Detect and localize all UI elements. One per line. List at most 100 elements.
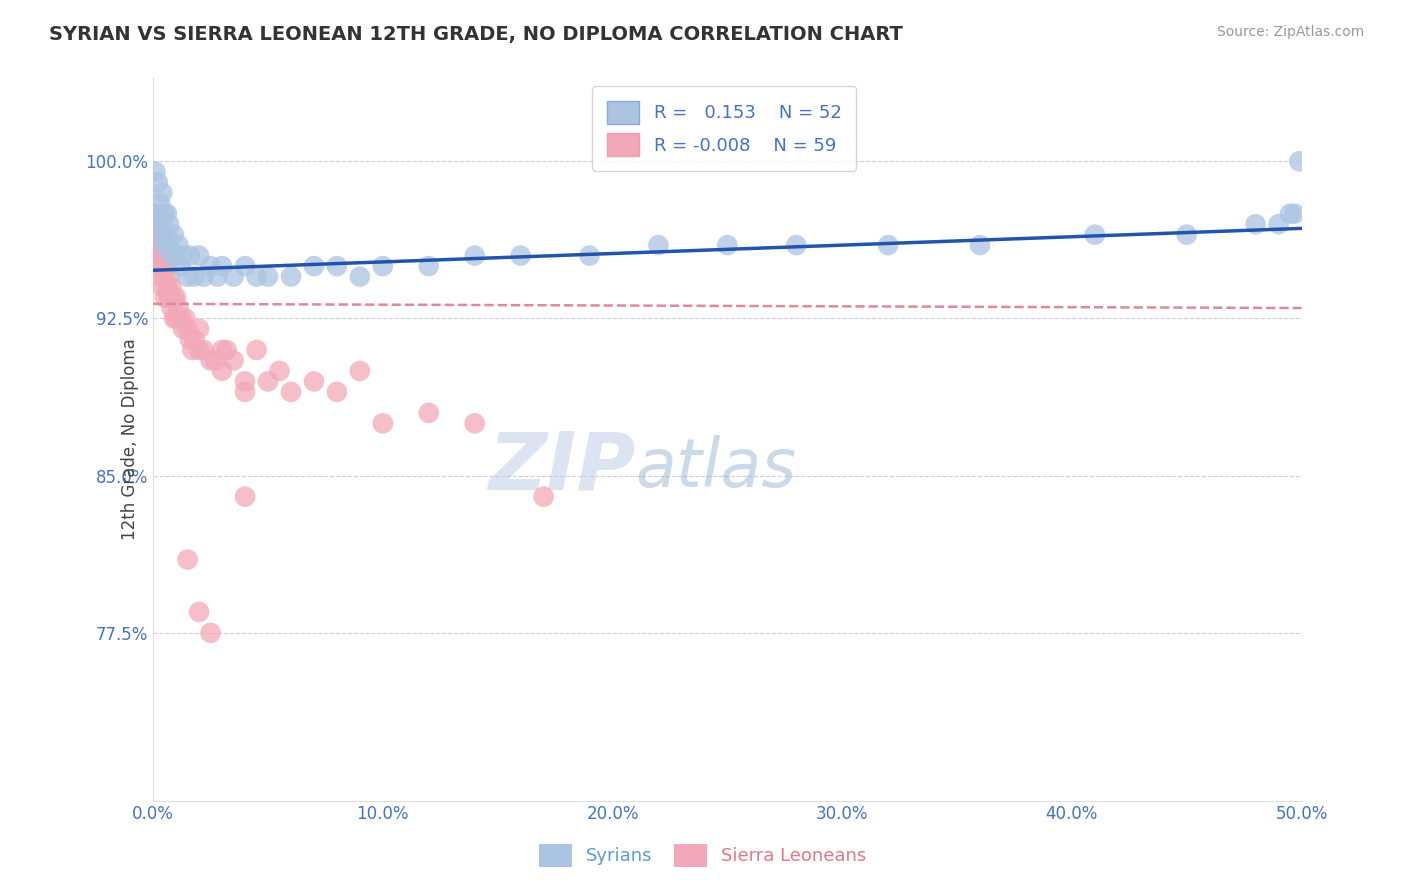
- Point: [149, 196, 172, 211]
- Point: [578, 249, 600, 263]
- Point: [785, 238, 807, 252]
- Point: [464, 249, 486, 263]
- Point: [163, 227, 186, 242]
- Point: [257, 269, 280, 284]
- Point: [174, 311, 197, 326]
- Point: [176, 322, 198, 336]
- Point: [150, 259, 173, 273]
- Point: [170, 259, 193, 273]
- Point: [165, 291, 187, 305]
- Point: [349, 364, 371, 378]
- Text: Source: ZipAtlas.com: Source: ZipAtlas.com: [1216, 25, 1364, 39]
- Point: [1284, 207, 1306, 221]
- Point: [233, 259, 256, 273]
- Legend: Syrians, Sierra Leoneans: Syrians, Sierra Leoneans: [531, 837, 875, 874]
- Point: [533, 490, 555, 504]
- Point: [157, 217, 180, 231]
- Point: [153, 249, 176, 263]
- Point: [418, 259, 440, 273]
- Point: [163, 291, 186, 305]
- Point: [146, 175, 169, 189]
- Text: SYRIAN VS SIERRA LEONEAN 12TH GRADE, NO DIPLOMA CORRELATION CHART: SYRIAN VS SIERRA LEONEAN 12TH GRADE, NO …: [49, 25, 903, 44]
- Point: [150, 217, 173, 231]
- Point: [160, 301, 183, 315]
- Point: [207, 269, 229, 284]
- Point: [302, 259, 325, 273]
- Point: [1279, 207, 1302, 221]
- Point: [193, 269, 215, 284]
- Point: [156, 227, 179, 242]
- Point: [200, 626, 222, 640]
- Point: [183, 333, 205, 347]
- Point: [211, 364, 233, 378]
- Point: [200, 353, 222, 368]
- Point: [280, 384, 302, 399]
- Point: [153, 269, 176, 284]
- Point: [149, 249, 172, 263]
- Point: [157, 238, 180, 252]
- Point: [153, 291, 176, 305]
- Text: atlas: atlas: [636, 435, 797, 501]
- Point: [145, 227, 167, 242]
- Point: [233, 375, 256, 389]
- Point: [204, 353, 226, 368]
- Point: [156, 207, 179, 221]
- Point: [371, 259, 394, 273]
- Point: [1084, 227, 1107, 242]
- Point: [165, 311, 187, 326]
- Point: [302, 375, 325, 389]
- Point: [1288, 154, 1310, 169]
- Point: [349, 269, 371, 284]
- Legend: R =   0.153    N = 52, R = -0.008    N = 59: R = 0.153 N = 52, R = -0.008 N = 59: [592, 87, 856, 170]
- Point: [145, 249, 167, 263]
- Point: [716, 238, 738, 252]
- Point: [172, 322, 194, 336]
- Point: [188, 249, 211, 263]
- Point: [222, 353, 245, 368]
- Point: [146, 259, 169, 273]
- Point: [179, 333, 201, 347]
- Point: [153, 207, 176, 221]
- Point: [245, 343, 267, 357]
- Point: [183, 269, 205, 284]
- Point: [145, 165, 167, 179]
- Point: [211, 259, 233, 273]
- Point: [176, 552, 198, 566]
- Point: [167, 301, 190, 315]
- Point: [149, 269, 172, 284]
- Point: [167, 238, 190, 252]
- Point: [647, 238, 669, 252]
- Point: [1267, 217, 1289, 231]
- Point: [464, 417, 486, 431]
- Point: [146, 238, 169, 252]
- Point: [179, 249, 201, 263]
- Point: [233, 490, 256, 504]
- Point: [188, 605, 211, 619]
- Point: [150, 186, 173, 200]
- Text: ZIP: ZIP: [488, 429, 636, 507]
- Point: [176, 269, 198, 284]
- Point: [1244, 217, 1267, 231]
- Point: [215, 343, 238, 357]
- Point: [188, 322, 211, 336]
- Point: [269, 364, 291, 378]
- Point: [150, 238, 173, 252]
- Point: [257, 375, 280, 389]
- Point: [157, 291, 180, 305]
- Point: [200, 259, 222, 273]
- Point: [160, 280, 183, 294]
- Point: [211, 343, 233, 357]
- Point: [222, 269, 245, 284]
- Point: [153, 238, 176, 252]
- Point: [145, 207, 167, 221]
- Point: [163, 311, 186, 326]
- Point: [969, 238, 991, 252]
- Point: [181, 343, 204, 357]
- Point: [233, 384, 256, 399]
- Point: [146, 217, 169, 231]
- Point: [170, 311, 193, 326]
- Point: [149, 227, 172, 242]
- Point: [146, 207, 169, 221]
- Point: [877, 238, 900, 252]
- Point: [160, 249, 183, 263]
